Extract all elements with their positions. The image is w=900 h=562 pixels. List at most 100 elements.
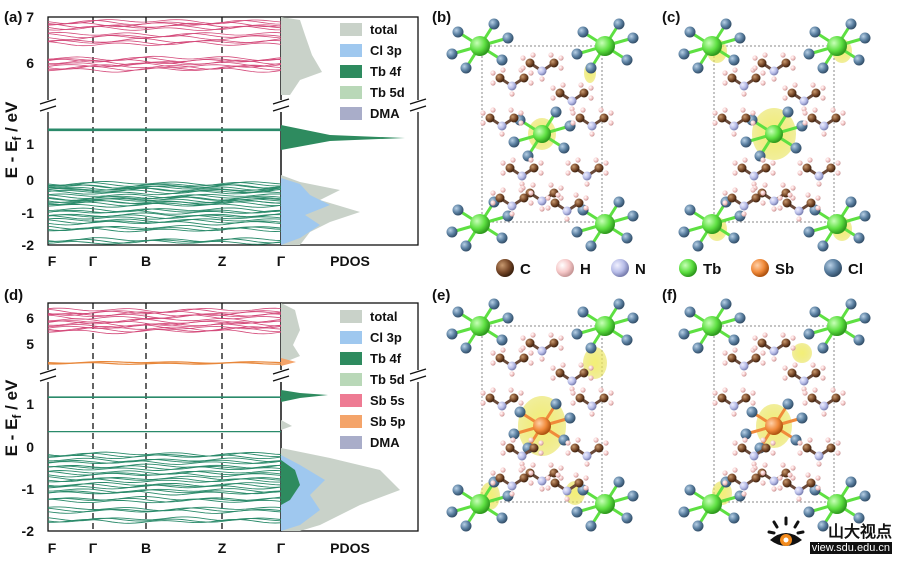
h-atom [528, 70, 534, 76]
pdos-areas-d [281, 303, 400, 531]
n-atom [507, 201, 517, 211]
legend-swatch [340, 44, 362, 57]
h-atom [530, 182, 536, 188]
cl-atom [782, 106, 794, 118]
h-atom [518, 400, 524, 406]
c-atom [737, 443, 747, 453]
h-atom [500, 160, 506, 166]
cl-atom [728, 512, 740, 524]
conduction-band [47, 62, 282, 68]
valence-band [47, 458, 282, 464]
n-atom [799, 96, 809, 106]
c-atom [495, 73, 505, 83]
ytick-d-0: 0 [26, 439, 34, 455]
h-atom [583, 195, 589, 201]
h-atom [575, 437, 581, 443]
h-atom [573, 472, 579, 478]
crystal-structure-f [678, 298, 871, 532]
legend-swatch [340, 394, 362, 407]
cl-atom [550, 398, 562, 410]
cl-atom [853, 54, 865, 66]
h-atom [750, 187, 756, 193]
cl-atom [720, 298, 732, 310]
valence-band [47, 457, 282, 463]
h-atom [790, 465, 796, 471]
h-atom [732, 67, 738, 73]
valence-band [47, 196, 282, 201]
c-atom [509, 393, 519, 403]
conduction-band [47, 318, 282, 324]
conduction-band [47, 311, 282, 317]
h-atom [752, 55, 758, 61]
h-atom [750, 110, 756, 116]
pdos-label-a: PDOS [330, 253, 370, 269]
h-atom [550, 375, 556, 381]
panel-label-c: (c) [662, 9, 680, 26]
n-atom [517, 171, 527, 181]
n-atom [819, 401, 829, 411]
h-atom [558, 55, 564, 61]
h-atom [815, 485, 821, 491]
valence-band [47, 207, 282, 213]
h-atom [742, 157, 748, 163]
c-atom [757, 58, 767, 68]
atom-legend: C H N Tb Sb Cl [496, 259, 863, 278]
watermark: 山大视点 view.sdu.edu.cn [766, 516, 892, 556]
cl-atom [845, 298, 857, 310]
h-atom [588, 95, 594, 101]
h-atom [835, 170, 841, 176]
h-atom [490, 480, 496, 486]
h-atom [520, 65, 526, 71]
valence-band [47, 477, 282, 483]
cl-atom [558, 142, 570, 154]
h-atom [812, 387, 818, 393]
c-atom [485, 113, 495, 123]
atom-legend-sb-icon [751, 259, 769, 277]
cl-atom [845, 476, 857, 488]
xtick-d-G1: Γ [89, 540, 98, 556]
pdos-cl3p [281, 178, 330, 245]
legend-swatch [340, 331, 362, 344]
h-atom [760, 80, 766, 86]
h-atom [500, 347, 506, 353]
c-atom [781, 58, 791, 68]
c-atom [575, 113, 585, 123]
legend-swatch [340, 107, 362, 120]
h-atom [732, 440, 738, 446]
c-atom [594, 163, 604, 173]
h-atom [732, 187, 738, 193]
h-atom [564, 496, 570, 502]
cl-atom [571, 226, 583, 238]
h-atom [528, 200, 534, 206]
cl-atom [740, 136, 752, 148]
axis-break-d [39, 368, 427, 382]
h-atom [752, 345, 758, 351]
valence-band [47, 199, 281, 204]
h-atom [539, 486, 545, 492]
n-atom [794, 206, 804, 216]
h-atom [500, 440, 506, 446]
cl-atom [859, 312, 871, 324]
h-atom [578, 82, 584, 88]
n-atom [507, 361, 517, 371]
xtick-d-G2: Γ [277, 540, 286, 556]
h-atom [796, 496, 802, 502]
c-atom [807, 113, 817, 123]
conduction-band [47, 55, 282, 62]
h-atom [583, 485, 589, 491]
valence-band [47, 484, 282, 490]
h-atom [722, 70, 728, 76]
tb-atom [827, 214, 847, 234]
axis-break-a [39, 98, 427, 112]
h-atom [550, 365, 556, 371]
legend-label: Cl 3p [370, 330, 402, 345]
h-atom [741, 211, 747, 217]
h-atom [490, 107, 496, 113]
n-atom [562, 486, 572, 496]
cl-atom [496, 334, 508, 346]
h-atom [771, 76, 777, 82]
c-atom [787, 88, 797, 98]
h-atom [835, 450, 841, 456]
sb-atom [533, 417, 551, 435]
h-atom [790, 185, 796, 191]
